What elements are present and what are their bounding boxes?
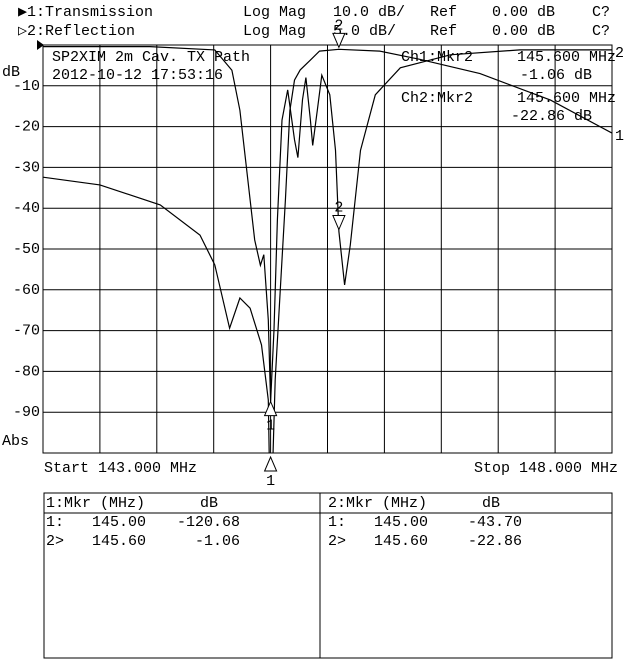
marker: [263, 400, 278, 417]
table-cell: -22.86: [468, 533, 522, 550]
y-tick-label: -90: [13, 404, 40, 421]
marker: [332, 32, 346, 49]
trace-line: [43, 48, 612, 453]
marker-label: 2: [334, 200, 343, 217]
readout-freq: 145.600 MHz: [517, 90, 616, 107]
readout-label: Ch1:Mkr2: [401, 49, 473, 66]
table-cell: -43.70: [468, 514, 522, 531]
table-cell: 2>: [328, 533, 346, 550]
readout-label: Ch2:Mkr2: [401, 90, 473, 107]
table-unit: dB: [200, 495, 218, 512]
stop-label: Stop 148.000 MHz: [474, 460, 618, 477]
marker-label: 2: [334, 17, 343, 34]
table-cell: 2>: [46, 533, 64, 550]
y-tick-label: -70: [13, 323, 40, 340]
y-tick-label: -50: [13, 241, 40, 258]
trace-end-label: 2: [615, 45, 624, 62]
table-unit: dB: [482, 495, 500, 512]
marker-label: 1: [266, 473, 275, 490]
y-tick-label: -40: [13, 200, 40, 217]
y-tick-label: -30: [13, 159, 40, 176]
table-cell: -120.68: [177, 514, 240, 531]
y-tick-label: -60: [13, 282, 40, 299]
readout-freq: 145.600 MHz: [517, 49, 616, 66]
readout-value: -1.06 dB: [520, 67, 592, 84]
table-cell: 145.00: [92, 514, 146, 531]
channel-trace: ▷2:Reflection: [18, 23, 135, 40]
table-cell: 145.60: [374, 533, 428, 550]
channel-trace: ▶1:Transmission: [18, 4, 153, 21]
table-title: 2:Mkr (MHz): [328, 495, 427, 512]
y-axis-label: dB: [2, 64, 20, 81]
readout-value: -22.86 dB: [511, 108, 592, 125]
annotation: SP2XIM 2m Cav. TX Path: [52, 49, 250, 66]
table-title: 1:Mkr (MHz): [46, 495, 145, 512]
channel-format: Log Mag: [243, 23, 306, 40]
channel-ref: 0.00 dB: [492, 4, 555, 21]
y-tick-label: -80: [13, 363, 40, 380]
channel-scale: 5.0 dB/: [333, 23, 396, 40]
trace-line: [43, 46, 612, 402]
traces: [43, 46, 612, 453]
start-label: Start 143.000 MHz: [44, 460, 197, 477]
channel-ref-label: Ref: [430, 4, 457, 21]
channel-ref-label: Ref: [430, 23, 457, 40]
format-label: Abs: [2, 433, 29, 450]
table-cell: 145.60: [92, 533, 146, 550]
channel-format: Log Mag: [243, 4, 306, 21]
channel-ref: 0.00 dB: [492, 23, 555, 40]
marker-table: [43, 492, 613, 659]
channel-cal: C?: [592, 23, 610, 40]
table-cell: 145.00: [374, 514, 428, 531]
ref-pointer: [37, 40, 44, 50]
y-tick-label: -10: [13, 78, 40, 95]
table-cell: 1:: [46, 514, 64, 531]
marker-label: 1: [266, 418, 275, 435]
trace-end-label: 1: [615, 128, 624, 145]
annotation: 2012-10-12 17:53:16: [52, 67, 223, 84]
table-cell: -1.06: [195, 533, 240, 550]
channel-cal: C?: [592, 4, 610, 21]
marker: [332, 215, 346, 231]
y-tick-label: -20: [13, 119, 40, 136]
table-cell: 1:: [328, 514, 346, 531]
channel-scale: 10.0 dB/: [333, 4, 405, 21]
marker: [263, 455, 278, 472]
